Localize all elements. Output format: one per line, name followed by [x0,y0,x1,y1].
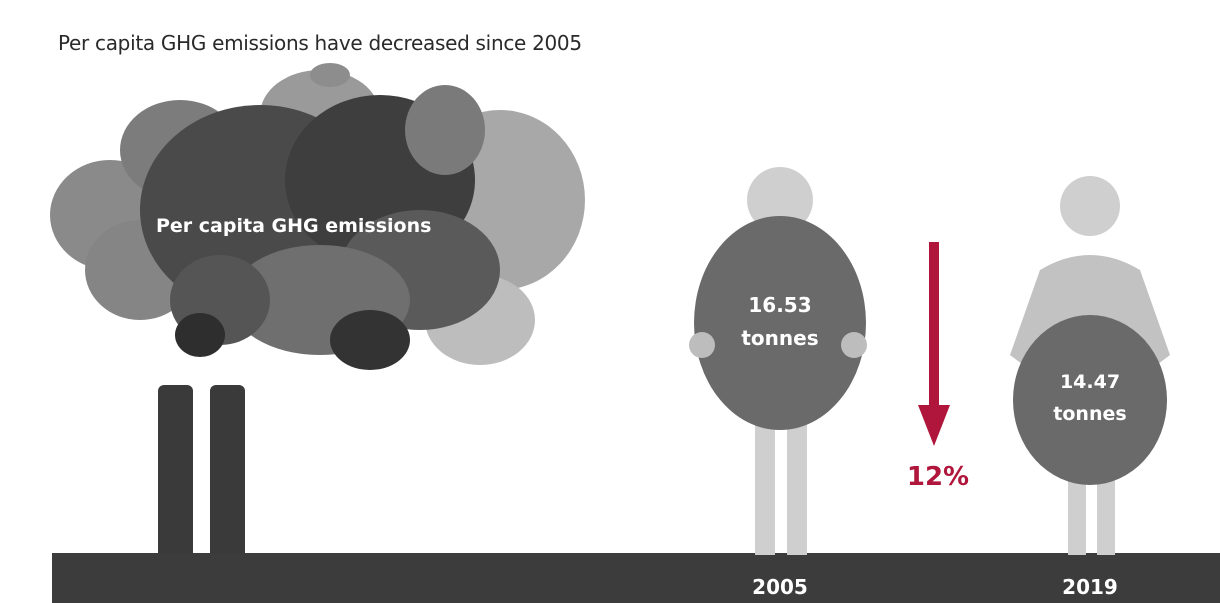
down-arrow-icon [918,242,950,446]
person-2019 [1010,176,1170,555]
page-title: Per capita GHG emissions have decreased … [58,31,582,55]
value-2019: 14.47 [1060,371,1120,393]
smokestacks [158,385,245,565]
value-2005: 16.53 [748,293,811,317]
year-2005: 2005 [752,575,808,599]
change-percent: 12% [907,462,969,492]
unit-2005: tonnes [741,326,818,350]
emission-cloud [50,63,585,370]
ground-bar [52,553,1220,603]
person-2005 [689,167,867,555]
unit-2019: tonnes [1053,403,1126,425]
cloud-label: Per capita GHG emissions [156,215,431,237]
year-2019: 2019 [1062,575,1118,599]
